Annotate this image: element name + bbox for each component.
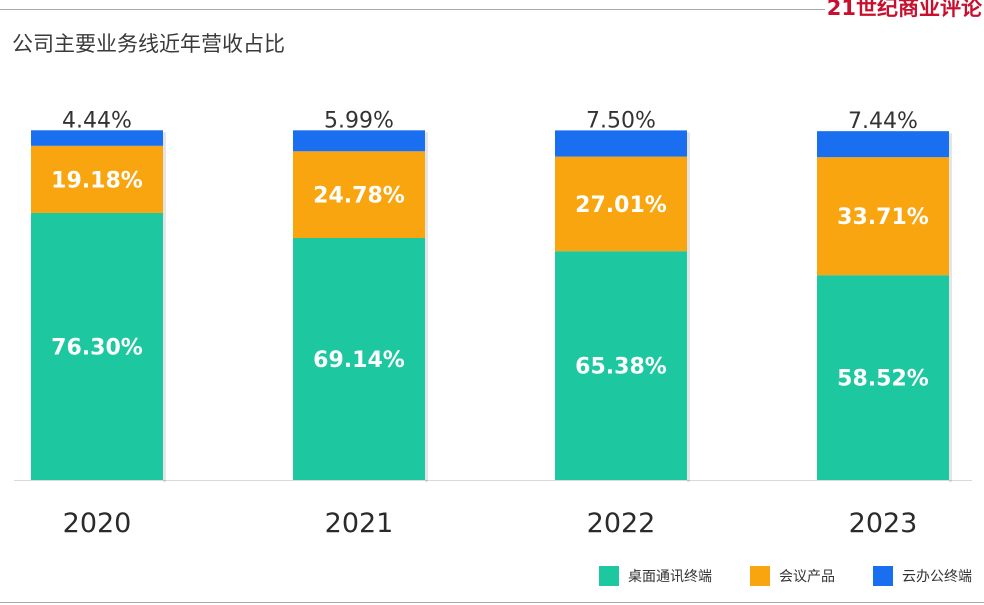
bar-shadow [687,158,690,254]
data-label-cloud-2020: 4.44% [62,108,132,133]
data-label-cloud-2022: 7.50% [586,108,656,133]
bar-segment-cloud-2022 [555,130,687,157]
data-label-desktop-2021: 69.14% [313,348,405,373]
legend-label-cloud: 云办公终端 [902,569,972,585]
footer-divider [0,602,984,603]
page-title: 公司主要业务线近年营收占比 [12,32,285,56]
legend-label-meeting: 会议产品 [779,569,835,585]
bar-shadow [425,240,428,482]
bar-segment-cloud-2020 [31,130,163,146]
legend-item-desktop: 桌面通讯终端 [599,566,712,586]
data-label-cloud-2023: 7.44% [848,109,918,134]
data-label-desktop-2023: 58.52% [837,367,929,392]
bar-shadow [163,214,166,482]
bar-segment-desktop-2020 [31,212,163,480]
bar-shadow [949,277,952,482]
x-tick-label-2021: 2021 [325,508,394,539]
bar-segment-meeting-2021 [293,151,425,239]
bar-segment-desktop-2023 [817,275,949,480]
legend-item-cloud: 云办公终端 [873,566,972,586]
legend-swatch-cloud [873,566,893,586]
data-label-meeting-2022: 27.01% [575,193,667,218]
x-tick-label-2023: 2023 [849,508,918,539]
legend-item-meeting: 会议产品 [750,566,835,586]
data-label-meeting-2023: 33.71% [837,205,929,230]
data-label-cloud-2021: 5.99% [324,108,394,133]
bar-shadow [163,132,166,148]
bar-shadow [425,153,428,241]
x-tick-label-2022: 2022 [587,508,656,539]
bar-segment-desktop-2021 [293,238,425,480]
brand-logo: 21世纪商业评论 [826,0,982,20]
bar-segment-meeting-2023 [817,157,949,276]
legend-label-desktop: 桌面通讯终端 [628,569,712,585]
data-label-meeting-2021: 24.78% [313,184,405,209]
bar-segment-meeting-2020 [31,145,163,213]
bar-segment-desktop-2022 [555,251,687,480]
bar-shadow [425,132,428,154]
bar-shadow [949,133,952,160]
data-label-desktop-2022: 65.38% [575,355,667,380]
bar-shadow [949,159,952,278]
bar-segment-cloud-2021 [293,130,425,152]
bar-segment-cloud-2023 [817,131,949,158]
bar-shadow [687,132,690,159]
bar-segment-meeting-2022 [555,156,687,252]
bar-shadow [687,253,690,482]
legend-swatch-meeting [750,566,770,586]
bar-shadow [163,147,166,215]
x-tick-label-2020: 2020 [63,508,132,539]
header-divider [0,9,825,10]
data-label-meeting-2020: 19.18% [51,168,143,193]
data-label-desktop-2020: 76.30% [51,335,143,360]
chart-legend: 桌面通讯终端 会议产品 云办公终端 [599,566,972,586]
legend-swatch-desktop [599,566,619,586]
